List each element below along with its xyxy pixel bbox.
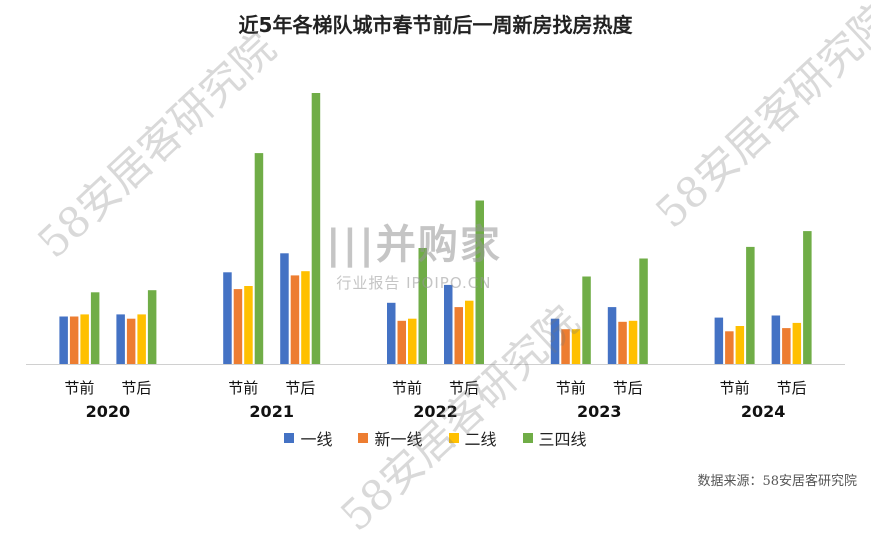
year-label: 2024 — [741, 402, 786, 420]
bar — [792, 322, 802, 364]
bar — [465, 300, 474, 364]
period-label: 节后 — [613, 379, 643, 397]
bar — [418, 248, 427, 364]
bar — [280, 253, 289, 364]
legend-label: 二线 — [464, 430, 497, 449]
watermark-logo: |||并购家 行业报告 IPOIPO.CN — [326, 212, 502, 293]
bar — [746, 246, 755, 364]
year-label: 2021 — [249, 402, 294, 420]
bar — [311, 93, 321, 364]
period-label: 节后 — [121, 379, 151, 397]
period-label: 节前 — [720, 379, 750, 397]
legend-swatch — [358, 433, 369, 443]
bar — [582, 276, 591, 364]
legend-item: 新一线 — [358, 426, 423, 450]
period-label: 节前 — [228, 379, 258, 397]
legend-item: 一线 — [284, 426, 332, 450]
bar — [782, 328, 791, 364]
year-label: 2022 — [413, 402, 458, 420]
legend-swatch — [448, 433, 459, 443]
legend-label: 一线 — [300, 430, 333, 449]
data-source: 数据来源：58安居客研究院 — [697, 474, 857, 489]
year-label: 2023 — [577, 402, 622, 420]
bar — [771, 315, 781, 364]
bar — [397, 320, 406, 364]
bar — [803, 231, 812, 364]
bar — [628, 320, 638, 364]
period-label: 节后 — [449, 379, 479, 397]
bar — [116, 314, 125, 364]
bar — [714, 317, 724, 364]
bar-chart: 节前 节后 2020 节前 节后 2021 节前 节后 2022 节前 节后 2023 节前 节后 2024 — [26, 93, 845, 420]
bar — [147, 290, 157, 364]
bar — [290, 275, 300, 364]
bar — [301, 271, 310, 364]
bar — [244, 286, 253, 364]
bar — [59, 316, 68, 364]
bar — [233, 289, 243, 364]
bar — [90, 292, 100, 364]
bar — [550, 318, 560, 364]
bar — [69, 316, 79, 364]
watermark-logo-subtitle: 行业报告 IPOIPO.CN — [336, 274, 492, 292]
bar — [618, 321, 627, 364]
bar — [387, 302, 396, 364]
bar — [444, 284, 453, 364]
period-label: 节后 — [285, 379, 315, 397]
chart-title: 近5年各梯队城市春节前后一周新房找房热度 — [238, 13, 633, 37]
bar — [454, 307, 463, 364]
bar — [607, 307, 617, 364]
legend-item: 二线 — [448, 426, 497, 450]
period-label: 节前 — [392, 379, 422, 397]
bar — [80, 314, 89, 364]
bar — [126, 318, 136, 364]
period-label: 节前 — [64, 379, 94, 397]
legend-label: 三四线 — [538, 430, 587, 449]
bar — [639, 258, 648, 364]
legend-item: 三四线 — [522, 426, 587, 450]
bar — [475, 200, 484, 364]
watermark-logo-title: |||并购家 — [326, 222, 502, 268]
bar — [223, 272, 232, 364]
period-label: 节后 — [777, 379, 807, 397]
bar — [254, 153, 264, 364]
bar — [137, 314, 146, 364]
legend-swatch — [284, 433, 295, 443]
bar — [561, 329, 570, 364]
bar — [408, 318, 417, 364]
bar — [571, 329, 581, 364]
year-label: 2020 — [86, 402, 131, 420]
bar — [735, 326, 745, 364]
bar — [725, 331, 734, 364]
legend-swatch — [522, 433, 533, 443]
legend-label: 新一线 — [374, 430, 423, 449]
period-label: 节前 — [556, 379, 586, 397]
legend: 一线 新一线 二线 三四线 — [0, 426, 871, 450]
